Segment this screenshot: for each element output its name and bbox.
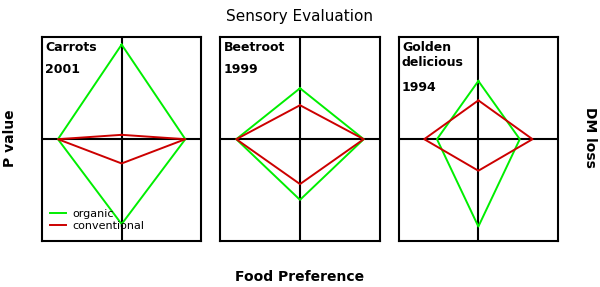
Text: Beetroot: Beetroot	[224, 41, 285, 54]
Text: Golden
delicious: Golden delicious	[402, 41, 464, 69]
Text: 1999: 1999	[224, 63, 258, 76]
Text: Sensory Evaluation: Sensory Evaluation	[227, 9, 373, 24]
Legend: organic, conventional: organic, conventional	[47, 207, 146, 234]
Text: DM loss: DM loss	[583, 107, 597, 168]
Text: 2001: 2001	[45, 63, 80, 76]
Text: Carrots: Carrots	[45, 41, 97, 54]
Text: 1994: 1994	[402, 81, 437, 94]
Text: Food Preference: Food Preference	[235, 270, 365, 284]
Text: P value: P value	[3, 109, 17, 166]
